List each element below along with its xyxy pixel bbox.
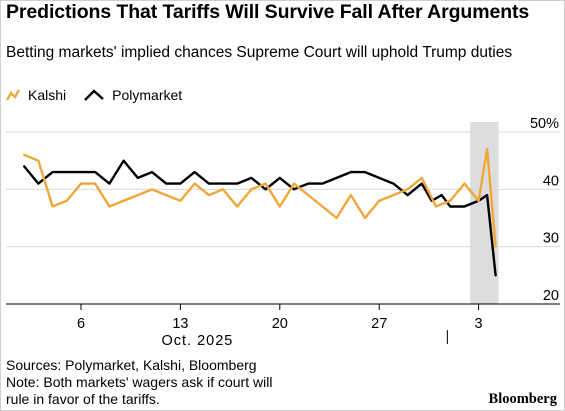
legend: Kalshi Polymarket — [6, 86, 200, 104]
legend-label-kalshi: Kalshi — [28, 87, 67, 103]
chart-title: Predictions That Tariffs Will Survive Fa… — [6, 1, 530, 23]
sources-text: Sources: Polymarket, Kalshi, Bloomberg — [6, 357, 257, 373]
legend-swatch-polymarket — [84, 89, 104, 101]
series-line-kalshi — [23, 148, 497, 248]
line-chart: 20 30 40 50% 6 13 20 27 3 Oct. 2025 — [6, 116, 560, 348]
x-tick-label: 20 — [272, 316, 288, 332]
footer-notes: Sources: Polymarket, Kalshi, Bloomberg N… — [6, 357, 272, 408]
note-text-line1: Note: Both markets' wagers ask if court … — [6, 374, 273, 390]
x-tick-label: 3 — [475, 316, 483, 332]
highlight-band — [470, 122, 499, 304]
month-label: Oct. 2025 — [162, 333, 234, 348]
note-text-line2: rule in favor of the tariffs. — [6, 391, 160, 407]
legend-swatch-kalshi — [6, 89, 20, 101]
series-line-polymarket — [23, 159, 497, 277]
x-tick-label: 27 — [371, 316, 387, 332]
legend-item-kalshi[interactable]: Kalshi — [6, 87, 66, 103]
y-tick-label: 50% — [530, 116, 559, 132]
y-tick-label: 30 — [543, 231, 559, 247]
y-tick-label: 40 — [543, 173, 559, 189]
legend-item-polymarket[interactable]: Polymarket — [84, 87, 182, 103]
chart-subtitle: Betting markets' implied chances Supreme… — [6, 44, 513, 61]
bloomberg-logo: Bloomberg — [488, 391, 557, 407]
legend-label-polymarket: Polymarket — [112, 87, 183, 103]
x-tick-label: 6 — [77, 316, 85, 332]
y-tick-label: 20 — [543, 288, 559, 304]
x-tick-label: 13 — [172, 316, 188, 332]
